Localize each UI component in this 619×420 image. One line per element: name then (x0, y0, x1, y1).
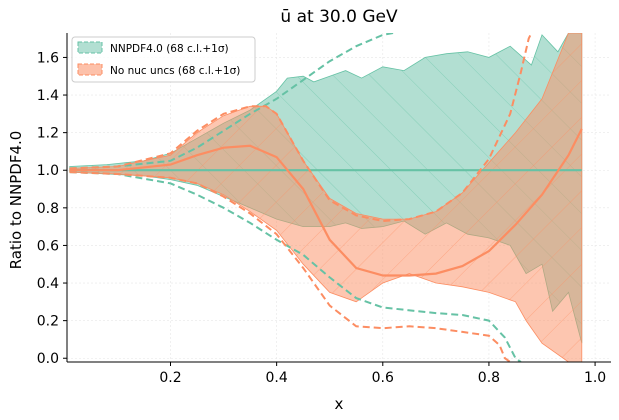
y-tick-label: 0.2 (37, 314, 59, 330)
y-tick-label: 1.6 (37, 50, 59, 66)
y-axis-title: Ratio to NNPDF4.0 (7, 131, 25, 270)
x-tick-label: 0.8 (478, 370, 500, 386)
y-tick-label: 1.4 (37, 88, 59, 104)
uncertainty-bands (69, 33, 583, 362)
y-tick-label: 0.8 (37, 201, 59, 217)
series-lower-dashed-no-nuc (69, 171, 511, 362)
series-central-no-nuc (69, 128, 583, 277)
y-tick-label: 1.2 (37, 126, 59, 142)
x-axis-title: x (335, 395, 344, 413)
legend: NNPDF4.0 (68 c.l.+1σ) No nuc uncs (68 c.… (71, 36, 256, 83)
y-tick-label: 0.0 (37, 351, 59, 367)
x-tick-label: 0.4 (266, 370, 288, 386)
y-ticks: 0.0 0.2 0.4 0.6 0.8 1.0 1.2 1.4 1.6 (37, 50, 67, 367)
legend-label-no-nuc: No nuc uncs (68 c.l.+1σ) (110, 65, 240, 77)
x-tick-label: 1.0 (584, 370, 606, 386)
legend-frame (71, 36, 256, 83)
x-ticks: 0.2 0.4 0.6 0.8 1.0 (159, 362, 606, 386)
axes (66, 33, 611, 363)
y-tick-label: 0.4 (37, 276, 59, 292)
legend-swatch-no-nuc (77, 63, 103, 76)
x-tick-label: 0.2 (159, 370, 181, 386)
series-lines (69, 33, 583, 362)
band-nnpdf-hatch (69, 33, 582, 344)
y-tick-label: 1.0 (37, 163, 59, 179)
legend-swatch-nnpdf (77, 41, 103, 54)
legend-label-nnpdf: NNPDF4.0 (68 c.l.+1σ) (110, 43, 229, 55)
chart-title: ū at 30.0 GeV (280, 7, 398, 27)
series-lower-dashed-nnpdf (69, 171, 522, 362)
series-upper-dashed-no-nuc (69, 33, 533, 223)
series-upper-dashed-nnpdf (69, 33, 394, 170)
band-no-nuc-hatch (69, 33, 582, 362)
y-tick-label: 0.6 (37, 238, 59, 254)
x-tick-label: 0.6 (372, 370, 394, 386)
